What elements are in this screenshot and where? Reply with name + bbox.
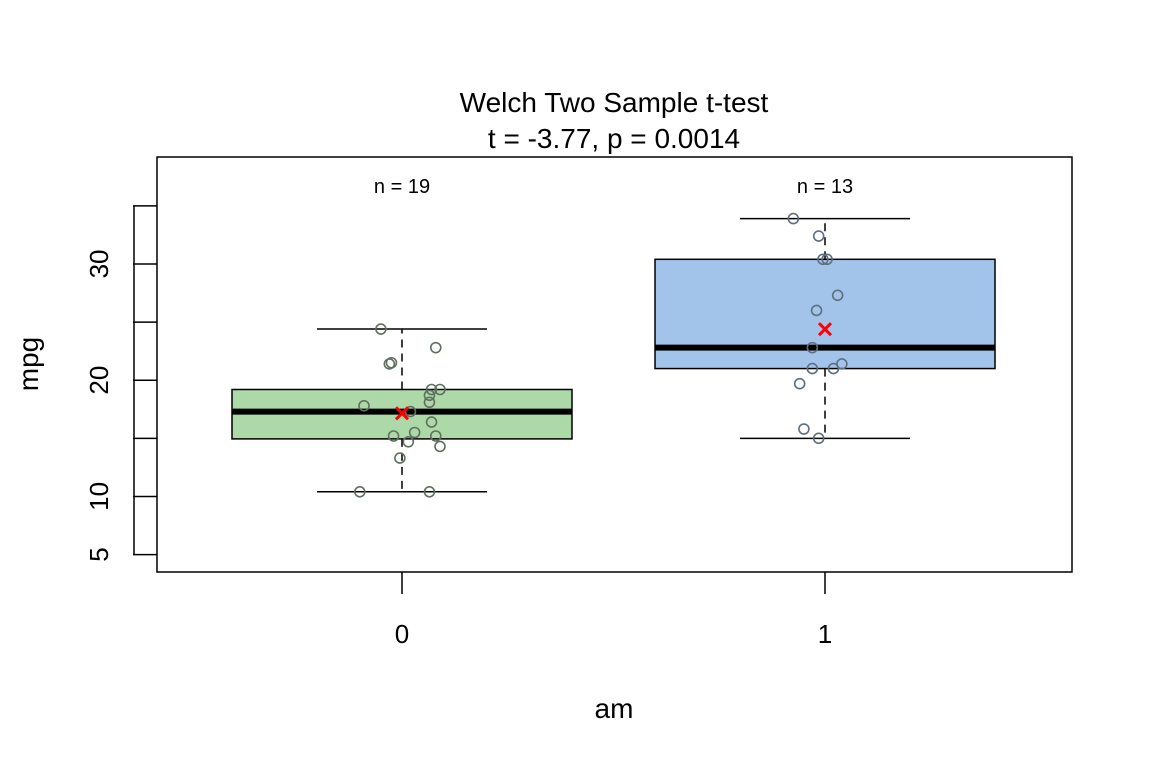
data-point [385, 356, 398, 369]
data-point [408, 426, 421, 439]
x-tick-label: 1 [818, 619, 832, 649]
chart-subtitle: t = -3.77, p = 0.0014 [488, 123, 740, 154]
n-label: n = 19 [374, 176, 430, 198]
data-point [817, 253, 829, 266]
data-point [798, 423, 810, 435]
iqr-box [654, 258, 996, 370]
y-tick-label: 10 [84, 482, 114, 511]
data-point [787, 212, 800, 225]
data-point [425, 383, 438, 396]
data-point [425, 416, 438, 428]
plot-frame [156, 156, 1073, 573]
data-point [793, 377, 806, 390]
data-point [423, 389, 436, 402]
data-point [429, 341, 442, 354]
data-point [812, 432, 825, 445]
data-point [375, 323, 387, 335]
chart-title: Welch Two Sample t-test [460, 87, 769, 118]
data-point [827, 362, 840, 375]
x-tick-label: 0 [395, 619, 409, 649]
data-point [434, 440, 446, 453]
data-point [387, 430, 400, 442]
x-axis-label: am [595, 693, 634, 724]
mean-marker-stroke [394, 406, 410, 421]
box-groups: n = 19 n = 13 [231, 176, 996, 498]
n-label: n = 13 [797, 176, 853, 198]
data-point [358, 399, 370, 412]
y-axis-label: mpg [13, 337, 44, 391]
mean-marker [817, 322, 833, 337]
data-point [429, 430, 442, 442]
mean-marker [394, 406, 410, 421]
data-point [810, 304, 823, 317]
y-tick-label: 5 [84, 547, 114, 561]
data-point [821, 253, 833, 266]
data-point [423, 396, 436, 409]
data-point [434, 383, 446, 396]
mean-marker-stroke [817, 322, 833, 337]
data-point [423, 485, 436, 498]
data-point [812, 230, 825, 242]
data-point [831, 289, 844, 302]
y-tick-label: 30 [84, 249, 114, 278]
data-point [353, 485, 366, 498]
data-point [806, 362, 819, 375]
y-tick-label: 20 [84, 366, 114, 395]
data-point [402, 436, 415, 448]
data-point [394, 452, 406, 464]
data-point [806, 341, 819, 354]
y-axis: 5 10 20 30 [84, 205, 157, 562]
box-group-0: n = 19 [231, 176, 573, 498]
box-group-1: n = 13 [654, 176, 996, 445]
